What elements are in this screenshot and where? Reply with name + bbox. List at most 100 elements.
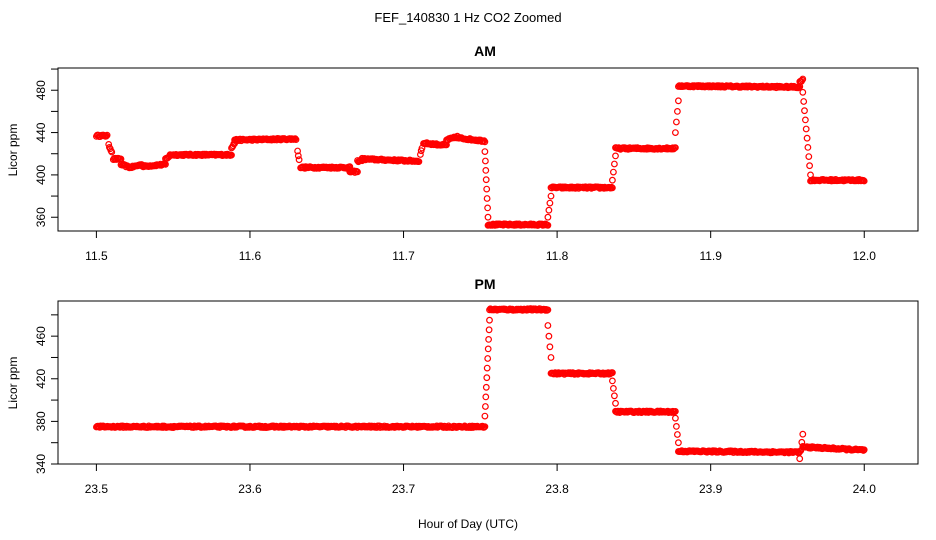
am-data-point xyxy=(673,118,680,126)
am-data-point xyxy=(354,168,361,176)
am-y-axis-label: Licor ppm xyxy=(6,124,20,177)
am-y-tick-label: 440 xyxy=(34,122,48,142)
am-data-point xyxy=(609,184,616,192)
am-data-point xyxy=(609,176,616,184)
am-data-point xyxy=(674,107,681,115)
pm-y-tick-label: 380 xyxy=(34,411,48,431)
pm-data-point xyxy=(672,408,679,415)
am-x-tick-label: 11.8 xyxy=(546,249,569,263)
pm-x-tick-label: 23.8 xyxy=(545,482,569,496)
pm-data-point xyxy=(482,393,490,401)
am-data-point xyxy=(672,144,679,152)
am-y-axis: 360 400 440 480 xyxy=(34,68,59,227)
am-panel-title: AM xyxy=(474,43,496,59)
am-data-point xyxy=(547,192,555,200)
pm-panel: PM 23.5 23.6 23.7 23.8 23.9 24.0 340 380 420 460… xyxy=(6,276,919,496)
am-data-point xyxy=(415,158,423,166)
am-data-point xyxy=(672,129,679,137)
pm-data-point xyxy=(674,431,681,438)
pm-plot-frame xyxy=(57,300,919,465)
am-data-point xyxy=(802,116,809,124)
am-data-point xyxy=(105,140,113,148)
pm-y-axis: 340 380 420 460 xyxy=(34,314,59,474)
am-data-point xyxy=(805,153,813,161)
am-plot-frame xyxy=(57,67,919,232)
pm-data-point xyxy=(480,423,488,431)
pm-data-point xyxy=(486,316,493,324)
pm-data-point xyxy=(796,455,804,463)
am-y-tick-label: 400 xyxy=(34,165,48,185)
pm-data-point xyxy=(545,332,553,340)
am-data-point xyxy=(612,152,619,160)
am-data-point xyxy=(806,162,813,170)
am-data-point xyxy=(803,134,811,142)
am-panel: AM 11.5 11.6 11.7 11.8 11.9 12.0 360 400 440 480… xyxy=(6,43,919,263)
pm-data-point xyxy=(481,423,489,431)
am-data-point xyxy=(228,151,235,159)
pm-data-point xyxy=(673,423,680,430)
am-data-point xyxy=(799,75,807,83)
pm-data-point xyxy=(609,369,616,377)
pm-data-point xyxy=(675,439,682,447)
am-data-point xyxy=(484,213,492,221)
am-data-point xyxy=(295,156,303,164)
am-data-point xyxy=(291,135,299,143)
pm-data-point xyxy=(672,414,679,422)
am-x-tick-label: 11.5 xyxy=(85,249,108,263)
am-data-point xyxy=(481,138,489,146)
am-data-point xyxy=(799,88,807,96)
am-x-axis: 11.5 11.6 11.7 11.8 11.9 12.0 xyxy=(85,230,877,263)
am-x-tick-label: 11.9 xyxy=(699,249,722,263)
am-data-point xyxy=(294,152,302,160)
am-data-point xyxy=(610,168,617,176)
pm-data-point xyxy=(546,343,554,351)
pm-data-point xyxy=(481,412,489,420)
pm-data-point xyxy=(485,326,493,334)
pm-data-point xyxy=(611,392,618,400)
pm-data-point xyxy=(860,446,868,454)
pm-y-axis-label: Licor ppm xyxy=(6,357,20,410)
pm-data-point xyxy=(609,377,616,385)
am-data-point xyxy=(800,98,808,105)
figure-title: FEF_140830 1 Hz CO2 Zoomed xyxy=(374,10,561,25)
am-data-point xyxy=(482,166,490,174)
am-data-point xyxy=(860,177,868,185)
am-data-point xyxy=(482,176,490,184)
am-data-point xyxy=(292,136,300,144)
am-x-tick-label: 12.0 xyxy=(853,249,877,263)
am-points xyxy=(92,75,868,229)
pm-y-tick-label: 420 xyxy=(34,368,48,388)
x-axis-label: Hour of Day (UTC) xyxy=(418,517,518,531)
pm-panel-title: PM xyxy=(475,276,496,292)
pm-x-tick-label: 23.6 xyxy=(238,482,262,496)
am-data-point xyxy=(804,143,812,151)
am-data-point xyxy=(544,221,552,229)
pm-data-point xyxy=(484,355,492,362)
pm-data-point xyxy=(799,430,807,438)
pm-data-point xyxy=(544,322,552,329)
pm-data-point xyxy=(483,374,491,382)
am-data-point xyxy=(802,125,810,133)
pm-x-tick-label: 24.0 xyxy=(853,482,877,496)
am-data-point xyxy=(611,160,618,168)
am-y-tick-label: 480 xyxy=(34,80,48,100)
am-data-point xyxy=(108,148,116,156)
pm-data-point xyxy=(612,399,619,407)
am-data-point xyxy=(417,151,424,158)
am-data-point xyxy=(544,213,552,221)
pm-data-point xyxy=(482,383,490,391)
am-x-tick-label: 11.7 xyxy=(392,249,415,263)
am-data-point xyxy=(103,131,111,139)
am-data-point xyxy=(801,107,808,115)
am-data-point xyxy=(675,97,682,105)
am-data-point xyxy=(294,147,302,155)
pm-data-point xyxy=(544,306,552,314)
am-data-point xyxy=(484,204,492,212)
pm-x-tick-label: 23.9 xyxy=(699,482,723,496)
am-data-point xyxy=(546,199,554,207)
pm-data-point xyxy=(796,448,804,456)
pm-data-point xyxy=(860,447,867,454)
am-data-point xyxy=(481,148,489,156)
pm-y-tick-label: 340 xyxy=(34,454,48,474)
